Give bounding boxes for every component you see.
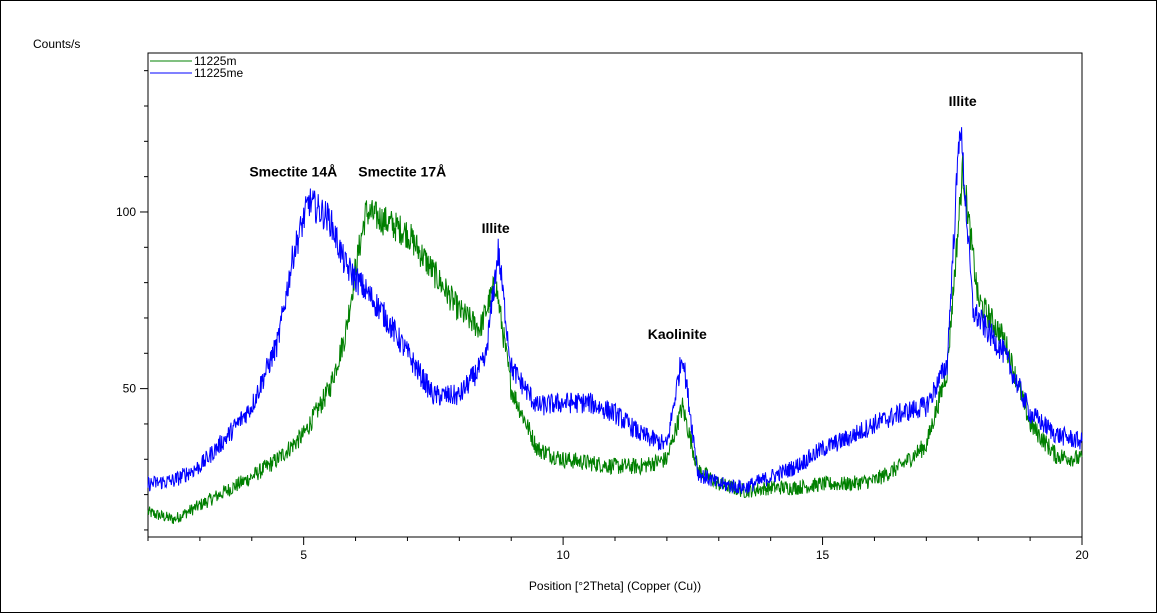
x-axis-label: Position [°2Theta] (Copper (Cu)) — [529, 579, 701, 593]
legend-entry: 11225m — [194, 54, 236, 68]
series-line-11225me — [147, 127, 1083, 495]
series-layer — [147, 127, 1083, 524]
peak-label: Illite — [482, 220, 510, 236]
peak-label: Smectite 14Å — [249, 164, 337, 180]
y-axis-label: Counts/s — [33, 37, 80, 51]
series-line-11225m — [147, 154, 1083, 524]
annotations-layer: Smectite 14Å Smectite 17Å Illite Kaolinite I… — [249, 93, 977, 342]
x-tick-label: 20 — [1075, 548, 1089, 562]
x-tick-label: 15 — [816, 548, 830, 562]
x-tick-label: 5 — [300, 548, 307, 562]
peak-label: Kaolinite — [648, 326, 707, 342]
ticks-layer: 5 10 15 20 50 100 — [116, 70, 1089, 562]
x-tick-label: 10 — [556, 548, 570, 562]
legend-entry: 11225me — [194, 66, 243, 80]
y-tick-label: 50 — [123, 382, 137, 396]
plot-area — [147, 52, 1083, 538]
y-tick-label: 100 — [116, 205, 136, 219]
peak-label: Illite — [949, 93, 977, 109]
peak-label: Smectite 17Å — [358, 164, 446, 180]
